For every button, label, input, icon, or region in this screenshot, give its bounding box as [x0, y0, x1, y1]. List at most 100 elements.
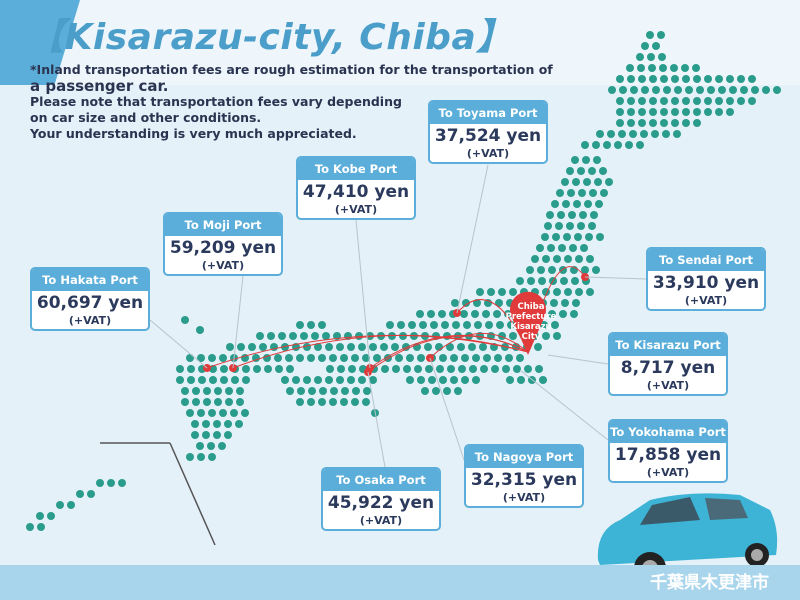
map-dot [480, 365, 488, 373]
map-dot [544, 222, 552, 230]
map-dot [682, 97, 690, 105]
inset-divider [169, 442, 216, 546]
map-dot [439, 354, 447, 362]
map-dot [605, 178, 613, 186]
map-dot [614, 141, 622, 149]
map-dot [264, 365, 272, 373]
map-dot [542, 255, 550, 263]
map-dot [214, 387, 222, 395]
map-dot [242, 376, 250, 384]
map-dot [483, 354, 491, 362]
map-dot [289, 332, 297, 340]
map-dot [285, 354, 293, 362]
map-dot [436, 365, 444, 373]
map-dot [476, 288, 484, 296]
map-dot [571, 156, 579, 164]
map-dot [219, 409, 227, 417]
map-dot [567, 189, 575, 197]
map-dot [369, 376, 377, 384]
leader-line [367, 371, 386, 468]
map-dot [663, 86, 671, 94]
map-dot [740, 86, 748, 94]
map-dot [693, 97, 701, 105]
map-dot [303, 343, 311, 351]
map-dot [461, 376, 469, 384]
map-dot [616, 97, 624, 105]
map-dot [207, 442, 215, 450]
map-dot [403, 365, 411, 373]
map-dot [625, 141, 633, 149]
map-dot [608, 86, 616, 94]
map-dot [641, 42, 649, 50]
map-dot [670, 64, 678, 72]
disclaimer-note: *Inland transportation fees are rough es… [30, 62, 553, 142]
map-dot [726, 97, 734, 105]
map-dot [202, 431, 210, 439]
map-dot [196, 442, 204, 450]
map-dot [430, 321, 438, 329]
map-dot [638, 108, 646, 116]
location-pin-icon [510, 291, 546, 355]
map-dot [502, 365, 510, 373]
map-dot [649, 75, 657, 83]
note-line: Your understanding is very much apprecia… [30, 126, 357, 141]
map-dot [192, 387, 200, 395]
map-dot [381, 365, 389, 373]
map-dot [187, 376, 195, 384]
map-dot [318, 321, 326, 329]
map-dot [773, 86, 781, 94]
map-dot [308, 387, 316, 395]
map-dot [737, 75, 745, 83]
map-dot [658, 53, 666, 61]
map-dot [715, 75, 723, 83]
map-dot [336, 343, 344, 351]
map-dot [362, 398, 370, 406]
map-dot [649, 119, 657, 127]
map-dot [494, 354, 502, 362]
map-dot [593, 156, 601, 164]
map-dot [557, 211, 565, 219]
map-dot [286, 365, 294, 373]
map-dot [213, 420, 221, 428]
map-dot [237, 343, 245, 351]
map-dot [607, 130, 615, 138]
leader-line [429, 357, 465, 461]
map-dot [416, 310, 424, 318]
map-dot [337, 365, 345, 373]
port-card-toyama: To Toyama Port 37,524 yen (+VAT) [428, 100, 548, 164]
map-dot [507, 321, 515, 329]
map-dot [307, 398, 315, 406]
map-dot [619, 86, 627, 94]
map-dot [553, 288, 561, 296]
map-dot [469, 365, 477, 373]
map-dot [596, 130, 604, 138]
map-dot [603, 141, 611, 149]
map-dot [659, 64, 667, 72]
map-dot [414, 365, 422, 373]
map-dot [707, 86, 715, 94]
map-dot [406, 354, 414, 362]
map-dot [220, 365, 228, 373]
map-dot [649, 97, 657, 105]
map-dot [526, 266, 534, 274]
map-dot [340, 354, 348, 362]
map-dot [552, 233, 560, 241]
map-dot [580, 244, 588, 252]
map-dot [460, 310, 468, 318]
map-dot [439, 376, 447, 384]
map-dot [555, 222, 563, 230]
map-dot [358, 376, 366, 384]
map-dot [297, 387, 305, 395]
map-dot [224, 420, 232, 428]
map-dot [292, 376, 300, 384]
map-dot [546, 211, 554, 219]
map-dot [341, 387, 349, 395]
map-dot [648, 64, 656, 72]
map-dot [660, 108, 668, 116]
leader-line [547, 354, 609, 365]
port-card-sendai: To Sendai Port 33,910 yen (+VAT) [646, 247, 766, 311]
map-dot [618, 130, 626, 138]
map-dot [504, 310, 512, 318]
leader-line [355, 219, 371, 369]
map-dot [505, 354, 513, 362]
